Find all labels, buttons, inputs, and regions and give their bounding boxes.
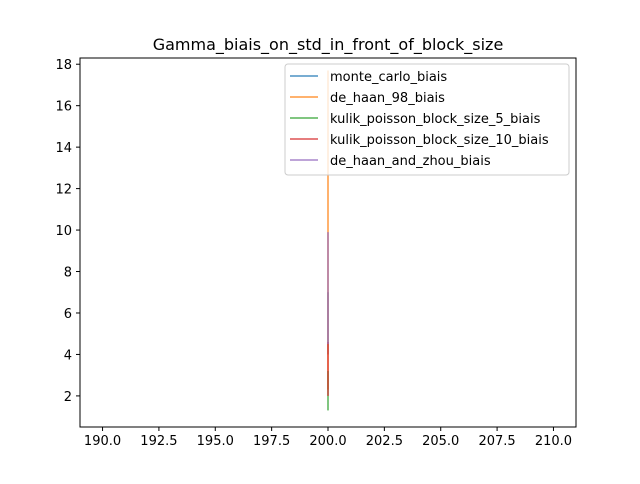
legend-box (284, 63, 570, 176)
y-tick-label: 12 (55, 183, 72, 198)
y-tick-label: 8 (64, 266, 72, 281)
legend-label: de_haan_98_biais (330, 91, 445, 106)
y-tick-label: 2 (64, 390, 72, 405)
y-tick-label: 10 (55, 224, 72, 239)
x-tick-label: 190.0 (84, 434, 121, 449)
legend: monte_carlo_biais de_haan_98_biais kulik_p… (284, 63, 570, 176)
y-tick-label: 14 (55, 141, 72, 156)
x-tick-label: 197.5 (253, 434, 290, 449)
x-tick-label: 200.0 (309, 434, 346, 449)
x-axis: 190.0 192.5 195.0 197.5 200.0 202.5 205.0 207.5… (84, 427, 572, 449)
y-tick-label: 4 (64, 348, 72, 363)
y-tick-label: 18 (55, 58, 72, 73)
x-tick-label: 207.5 (478, 434, 515, 449)
x-tick-label: 195.0 (197, 434, 234, 449)
legend-label: de_haan_and_zhou_biais (330, 154, 491, 169)
y-axis: 2 4 6 8 10 12 14 16 18 (55, 58, 80, 405)
y-tick-label: 16 (55, 100, 72, 115)
chart-title: Gamma_biais_on_std_in_front_of_block_siz… (153, 35, 504, 55)
legend-label: kulik_poisson_block_size_10_biais (330, 133, 549, 148)
y-tick-label: 6 (64, 307, 72, 322)
x-tick-label: 192.5 (140, 434, 177, 449)
legend-label: monte_carlo_biais (330, 70, 447, 85)
x-tick-label: 210.0 (535, 434, 572, 449)
x-tick-label: 205.0 (422, 434, 459, 449)
x-tick-label: 202.5 (366, 434, 403, 449)
legend-label: kulik_poisson_block_size_5_biais (330, 112, 541, 127)
